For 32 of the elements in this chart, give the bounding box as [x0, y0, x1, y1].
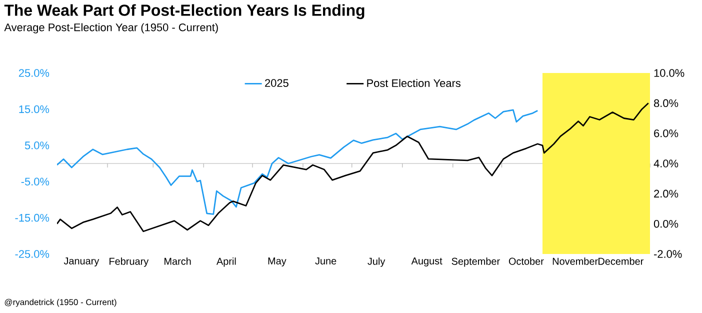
y2-tick-label: -2.0% [654, 250, 682, 258]
x-tick-label: March [164, 258, 191, 265]
y2-tick-label: 8.0% [654, 99, 678, 108]
y2-tick-label: 6.0% [654, 129, 678, 138]
y2-tick-label: 10.0% [654, 69, 684, 77]
x-tick-label: May [268, 258, 286, 266]
x-tick-label: January [64, 258, 100, 266]
text: @ryandetrick (1950 - Current) [4, 298, 116, 307]
x-tick-label: November [552, 258, 598, 265]
y-tick-label: -15.0% [15, 214, 50, 222]
line-series [57, 102, 650, 232]
chart-title: The Weak Part Of Post-Election Years Is Ending [4, 4, 364, 20]
y-tick-label: -5.0% [21, 178, 50, 186]
x-tick-label: October [508, 258, 544, 265]
x-tick-label: August [411, 258, 442, 266]
y-tick-label: 25.0% [18, 69, 50, 77]
legend-label: Post Election Years [367, 78, 460, 88]
x-tick-label: December [598, 258, 644, 265]
y2-tick-label: 0.0% [654, 220, 678, 228]
y-tick-label: 15.0% [19, 105, 50, 114]
legend-label: 2025 [265, 79, 288, 87]
x-tick-label: April [216, 258, 236, 267]
y2-tick-label: 2.0% [654, 190, 678, 198]
x-tick-label: February [110, 258, 149, 267]
chart-subtitle: Average Post-Election Year (1950 - Current) [4, 23, 218, 34]
y-tick-label: -25.0% [15, 250, 50, 258]
line-series [57, 109, 538, 215]
x-tick-label: September [452, 258, 500, 267]
x-tick-label: July [368, 258, 386, 267]
x-tick-label: June [315, 258, 336, 264]
y2-tick-label: 4.0% [654, 160, 678, 168]
y-tick-label: 5.0% [24, 142, 50, 150]
